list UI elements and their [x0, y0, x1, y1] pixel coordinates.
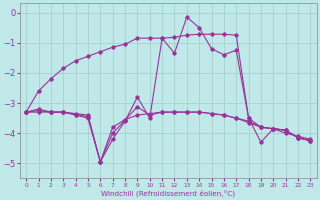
X-axis label: Windchill (Refroidissement éolien,°C): Windchill (Refroidissement éolien,°C) — [101, 189, 235, 197]
